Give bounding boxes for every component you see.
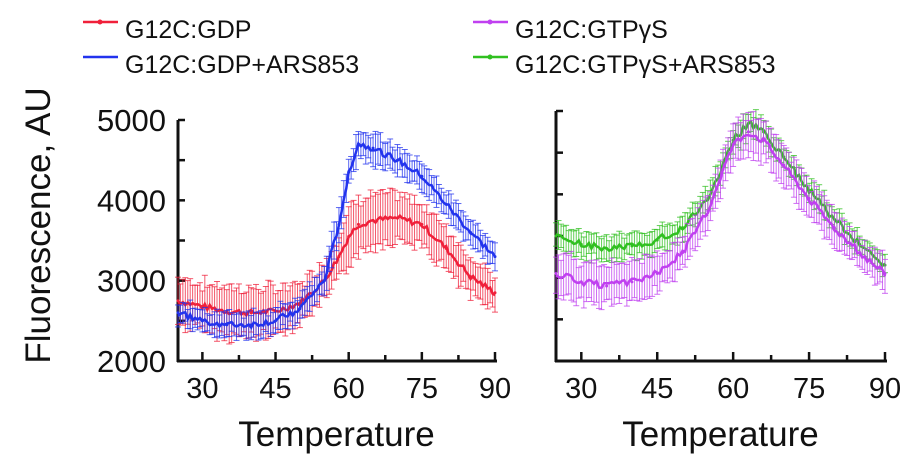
data-point xyxy=(681,251,685,255)
data-point xyxy=(395,158,399,162)
legend-label-1: G12C:GDP+ARS853 xyxy=(125,51,359,79)
data-point xyxy=(630,244,634,248)
data-point xyxy=(883,272,887,275)
data-point xyxy=(579,242,583,246)
legend-label-2: G12C:GTPγS xyxy=(515,16,668,44)
series-g12c-gdp-ars853 xyxy=(175,130,498,341)
y-tick-label: 4000 xyxy=(97,183,166,218)
data-point xyxy=(605,247,609,250)
data-point xyxy=(395,216,399,220)
data-point xyxy=(347,170,351,174)
x-tick-label: 90 xyxy=(479,373,511,405)
x-tick-label: 60 xyxy=(333,373,365,405)
legend: G12C:GDP G12C:GDP+ARS853 G12C:GTPγS G12C:GT… xyxy=(83,16,776,79)
data-point xyxy=(200,319,204,323)
data-point xyxy=(706,209,710,213)
data-point xyxy=(444,247,448,251)
data-point xyxy=(420,222,424,226)
data-point xyxy=(858,251,862,255)
right-panel: 30 45 60 75 90 Temperature xyxy=(553,109,901,454)
data-point xyxy=(630,280,634,284)
data-point xyxy=(731,142,735,146)
legend-marker-3 xyxy=(487,54,493,60)
series-g12c-gtp-s xyxy=(553,111,888,311)
x-tick-label: 30 xyxy=(565,373,597,405)
x-tick-label: 45 xyxy=(259,373,291,405)
data-point xyxy=(807,197,811,200)
x-tick-label: 60 xyxy=(717,373,749,405)
legend-label-3: G12C:GTPγS+ARS853 xyxy=(515,51,776,79)
data-point xyxy=(371,146,375,150)
data-point xyxy=(782,163,786,167)
data-point xyxy=(274,319,278,323)
data-point xyxy=(832,226,836,230)
legend-marker-0 xyxy=(97,19,103,25)
x-tick-label: 45 xyxy=(641,373,673,405)
x-tick-label: 30 xyxy=(186,373,218,405)
data-point xyxy=(655,238,659,242)
left-panel: 30 45 60 75 90 2000 3000 4000 5000 Fluorescence, … xyxy=(19,87,511,454)
y-axis-title: Fluorescence, AU xyxy=(19,87,58,363)
data-point xyxy=(298,307,302,311)
data-point xyxy=(605,284,609,288)
x-tick-label: 75 xyxy=(793,373,825,405)
data-point xyxy=(721,167,725,171)
data-point xyxy=(493,255,497,259)
series-line xyxy=(177,213,496,318)
data-point xyxy=(356,222,360,226)
data-point xyxy=(444,202,448,206)
legend-marker-2 xyxy=(487,19,493,25)
x-axis-title: Temperature xyxy=(238,415,434,454)
series-line xyxy=(177,141,497,330)
data-point xyxy=(249,311,253,315)
data-point xyxy=(493,291,497,295)
data-point xyxy=(356,142,360,146)
data-point xyxy=(762,138,766,142)
data-point xyxy=(554,234,558,238)
data-point xyxy=(225,323,229,327)
data-point xyxy=(337,255,341,259)
x-axis-title: Temperature xyxy=(622,415,818,454)
data-point xyxy=(655,272,659,275)
x-tick-label: 90 xyxy=(869,373,901,405)
series-g12c-gdp xyxy=(175,187,498,345)
data-point xyxy=(176,299,180,303)
data-point xyxy=(347,234,351,238)
data-point xyxy=(176,311,180,315)
legend-label-0: G12C:GDP xyxy=(125,16,251,44)
data-point xyxy=(420,174,424,178)
data-point xyxy=(337,222,341,226)
data-point xyxy=(681,226,685,230)
data-point xyxy=(469,275,473,279)
y-tick-label: 2000 xyxy=(97,344,166,379)
data-point xyxy=(322,279,326,283)
data-point xyxy=(746,130,750,134)
data-point xyxy=(469,230,473,234)
y-tick-label: 5000 xyxy=(97,103,166,138)
data-point xyxy=(371,218,375,222)
data-point xyxy=(554,272,558,275)
data-point xyxy=(579,280,583,284)
series-line xyxy=(555,133,887,289)
y-tick-label: 3000 xyxy=(97,264,166,299)
x-tick-label: 75 xyxy=(406,373,438,405)
data-point xyxy=(249,323,253,327)
